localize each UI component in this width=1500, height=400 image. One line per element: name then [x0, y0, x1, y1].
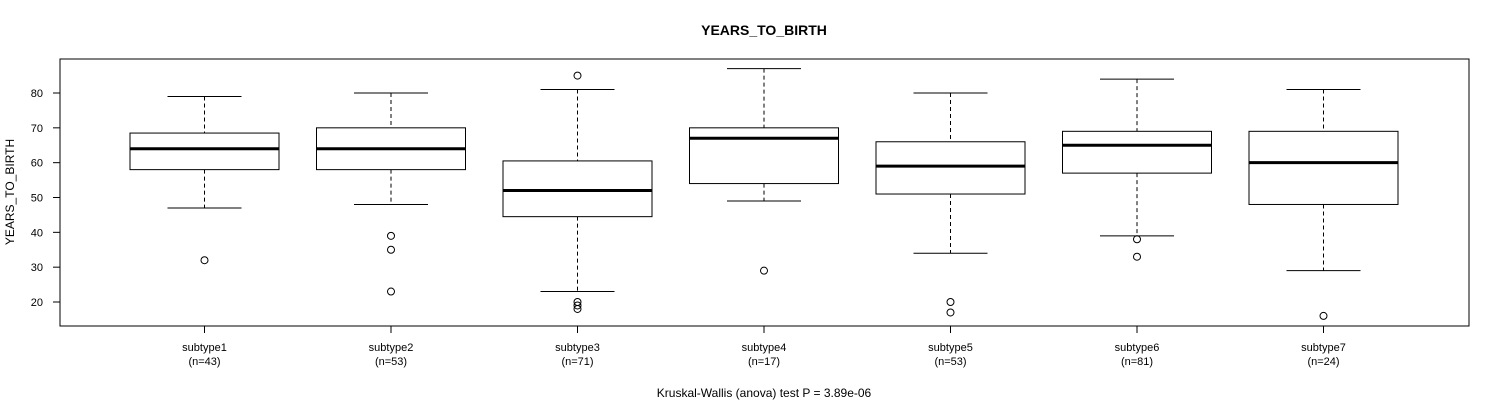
sample-size-label: (n=71)	[561, 356, 593, 368]
outlier-point	[946, 298, 955, 306]
outlier-point	[573, 304, 582, 313]
x-tick-label: subtype3	[555, 342, 600, 354]
y-ticks: 20 30 40 50 60 70 80	[31, 88, 60, 309]
outlier-point	[1133, 235, 1141, 244]
x-tick-label: subtype5	[928, 342, 973, 354]
y-tick-label: 30	[31, 262, 43, 274]
y-tick-label: 20	[31, 297, 43, 309]
outlier-point	[387, 245, 395, 254]
outlier-point	[1133, 252, 1141, 261]
y-tick-label: 50	[31, 193, 43, 205]
box-subtype7	[1248, 89, 1399, 320]
outlier-point	[387, 231, 395, 240]
y-axis-label: YEARS_TO_BIRTH	[3, 139, 17, 245]
box-subtype3	[502, 71, 653, 313]
iqr-box	[1248, 130, 1399, 205]
box-subtype2	[316, 92, 466, 296]
iqr-box	[875, 141, 1026, 195]
sample-size-label: (n=53)	[375, 356, 407, 368]
x-tick-label: subtype6	[1115, 342, 1160, 354]
iqr-box	[1062, 130, 1212, 174]
y-tick-label: 70	[31, 123, 43, 135]
sample-size-label: (n=17)	[748, 356, 780, 368]
outlier-point	[1319, 311, 1328, 320]
boxes	[129, 68, 1399, 320]
box-subtype4	[689, 68, 839, 275]
box-subtype1	[129, 95, 280, 265]
iqr-box	[689, 127, 839, 185]
test-annotation: Kruskal-Wallis (anova) test P = 3.89e-06	[657, 386, 872, 400]
y-tick-label: 40	[31, 227, 43, 239]
sample-size-label: (n=53)	[934, 356, 966, 368]
x-tick-label: subtype2	[369, 342, 414, 354]
x-tick-label: subtype4	[742, 342, 787, 354]
iqr-box	[129, 132, 280, 171]
box-subtype6	[1062, 78, 1212, 261]
x-tick-labels: subtype1 (n=43) subtype2 (n=53) subtype3 (n=7…	[182, 326, 1346, 368]
outlier-point	[946, 308, 955, 317]
box-subtype5	[875, 92, 1026, 317]
sample-size-label: (n=24)	[1307, 356, 1339, 368]
outlier-point	[573, 71, 582, 80]
y-tick-label: 80	[31, 88, 43, 100]
outlier-point	[200, 256, 209, 265]
outlier-point	[573, 301, 582, 310]
outlier-point	[760, 266, 768, 275]
sample-size-label: (n=43)	[188, 356, 220, 368]
iqr-box	[502, 160, 653, 218]
x-tick-label: subtype1	[182, 342, 227, 354]
y-tick-label: 60	[31, 158, 43, 170]
chart-title: YEARS_TO_BIRTH	[701, 22, 827, 38]
x-tick-label: subtype7	[1301, 342, 1346, 354]
sample-size-label: (n=81)	[1121, 356, 1153, 368]
outlier-point	[387, 287, 395, 296]
